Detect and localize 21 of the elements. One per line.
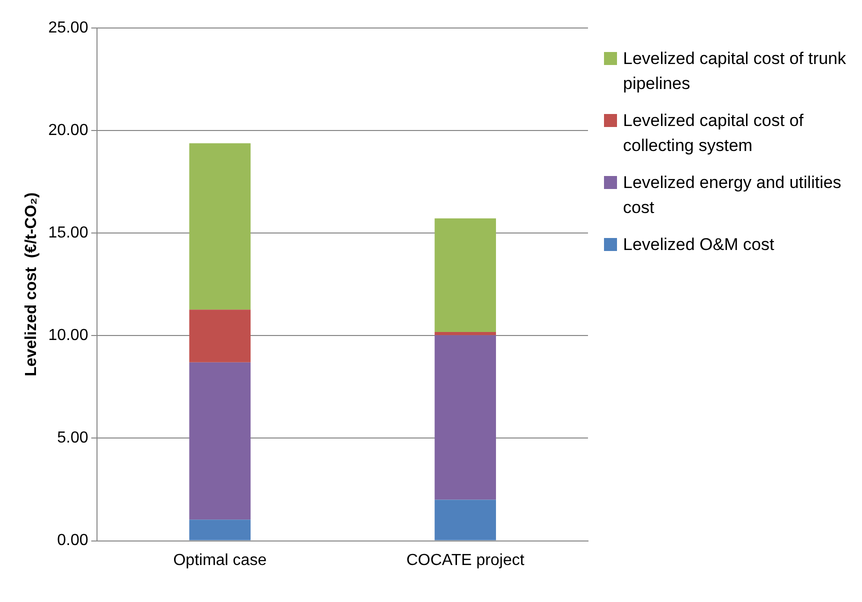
legend-label: Levelized capital cost of trunk pipelines <box>623 48 848 95</box>
legend-label: Levelized energy and utilities cost <box>623 172 842 219</box>
y-axis-title: Levelized cost (€/t-CO₂) <box>23 192 40 376</box>
bar <box>434 332 496 336</box>
y-tick-label: 10.00 <box>48 327 88 344</box>
bar <box>434 335 496 500</box>
x-tick-label: Optimal case <box>173 552 267 569</box>
bar <box>189 362 251 520</box>
bar <box>189 310 251 362</box>
y-tick-label: 20.00 <box>48 122 88 139</box>
legend-label: Levelized capital cost of collecting system <box>623 110 804 157</box>
bar <box>434 218 496 332</box>
y-tick-label: 15.00 <box>48 224 88 242</box>
y-tick-label: 25.00 <box>48 19 88 36</box>
y-tick-label: 5.00 <box>57 430 88 447</box>
y-tick-label: 0.00 <box>57 532 88 550</box>
legend-label: Levelized O&M cost <box>623 234 774 256</box>
bar <box>189 143 251 310</box>
bar <box>189 520 251 540</box>
bar <box>434 500 496 540</box>
x-tick-label: COCATE project <box>406 552 525 569</box>
